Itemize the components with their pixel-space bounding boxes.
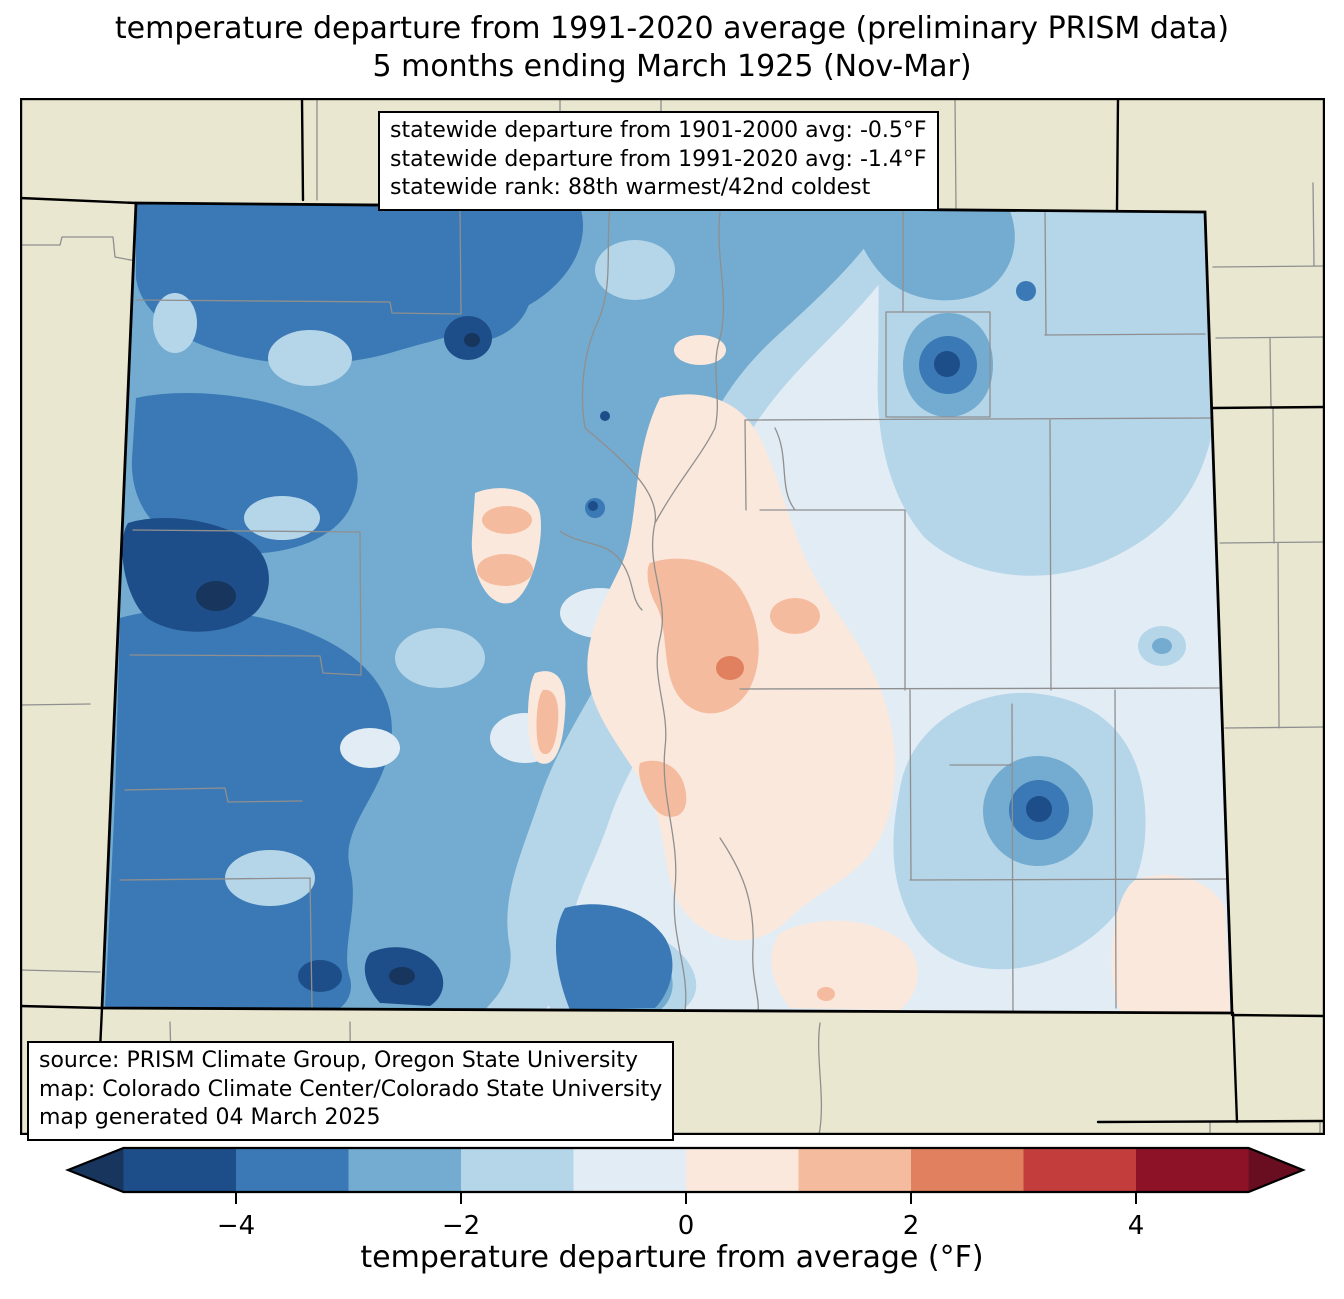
warm-core-spot <box>716 656 744 680</box>
generated-date-line: map generated 04 March 2025 <box>39 1105 381 1130</box>
colorbar-segment-10 <box>1136 1148 1249 1192</box>
colorado-anomaly-map <box>18 96 1327 1137</box>
map-canvas <box>18 96 1327 1137</box>
stats-line-1991-2020: statewide departure from 1991-2020 avg: … <box>390 146 927 172</box>
colorado-county-lines <box>119 207 1232 1013</box>
colorbar-segment-6 <box>686 1148 799 1192</box>
colorbar-segment-7 <box>798 1148 911 1192</box>
colorbar-tick-label-2: 2 <box>903 1211 920 1240</box>
colorbar-segment-2 <box>236 1148 349 1192</box>
anomaly-contours <box>102 203 1232 1013</box>
colorbar-segment-4 <box>461 1148 574 1192</box>
colorbar-segment-8 <box>911 1148 1024 1192</box>
statewide-stats-box: statewide departure from 1901-2000 avg: … <box>378 111 939 211</box>
stats-line-rank: statewide rank: 88th warmest/42nd coldes… <box>390 175 871 200</box>
colorbar-ticks <box>235 1192 1137 1204</box>
colorbar: −4 −2 0 2 4 <box>0 1140 1344 1241</box>
source-credit-box: source: PRISM Climate Group, Oregon Stat… <box>27 1041 675 1141</box>
colorbar-arrow-high <box>1248 1148 1303 1192</box>
colorbar-tick-label-4: 4 <box>1128 1211 1145 1240</box>
map-credit-line: map: Colorado Climate Center/Colorado St… <box>39 1076 663 1102</box>
source-line: source: PRISM Climate Group, Oregon Stat… <box>39 1048 639 1073</box>
figure-title-line2: 5 months ending March 1925 (Nov-Mar) <box>372 49 972 84</box>
colorbar-segment-1 <box>123 1148 236 1192</box>
colorbar-tick-label-0: 0 <box>678 1211 695 1240</box>
colorbar-outline <box>65 1146 1306 1194</box>
colorbar-axis-label: temperature departure from average (°F) <box>360 1240 984 1275</box>
figure-title-line1: temperature departure from 1991-2020 ave… <box>114 11 1230 46</box>
colorbar-segment-3 <box>348 1148 461 1192</box>
stats-line-1901-2000: statewide departure from 1901-2000 avg: … <box>390 118 927 143</box>
colorbar-arrow-low <box>68 1148 124 1192</box>
colorbar-tick-label-m4: −4 <box>217 1211 255 1240</box>
colorbar-segment-5 <box>573 1148 686 1192</box>
figure-title: temperature departure from 1991-2020 ave… <box>0 10 1344 86</box>
colorbar-segment-9 <box>1023 1148 1136 1192</box>
colorbar-tick-label-m2: −2 <box>442 1211 480 1240</box>
